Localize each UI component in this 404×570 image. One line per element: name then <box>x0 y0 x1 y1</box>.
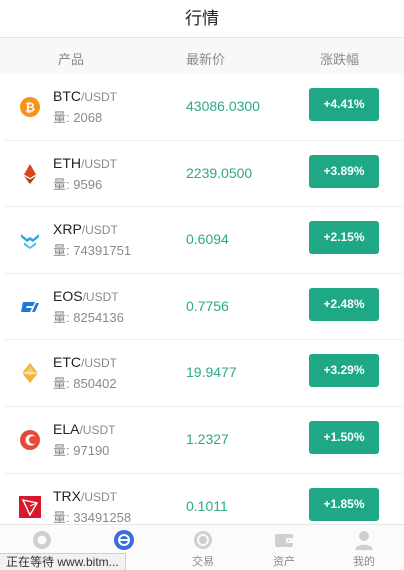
last-price: 2239.0500 <box>186 164 253 181</box>
home-icon <box>33 531 51 549</box>
column-header: 产品 最新价 涨跌幅 <box>0 38 404 74</box>
tab-assets[interactable]: 资产 <box>244 525 324 570</box>
last-price: 0.1011 <box>186 497 228 514</box>
btc-icon: ₿ <box>18 95 42 119</box>
tab-market[interactable] <box>84 525 164 570</box>
change-badge[interactable]: +3.89% <box>309 154 379 188</box>
pair-name: ETH/USDT <box>53 155 117 171</box>
pair-name: ETC/USDT <box>53 354 117 370</box>
quote-symbol: /USDT <box>81 223 118 238</box>
browser-status-bar: 正在等待 www.bitm... <box>0 553 126 570</box>
volume-value: 8254136 <box>73 309 124 325</box>
volume-label: 量: <box>53 509 70 524</box>
market-row[interactable]: EOS/USDT 量: 8254136 0.7756 +2.48% <box>4 273 404 341</box>
market-list[interactable]: ₿ BTC/USDT 量: 2068 43086.0300 +4.41% ETH… <box>4 74 404 524</box>
volume-label: 量: <box>53 376 70 392</box>
xrp-icon <box>18 228 42 252</box>
trx-icon <box>18 495 42 519</box>
tab-label: 交易 <box>192 556 214 568</box>
column-price: 最新价 <box>186 52 226 67</box>
change-badge[interactable]: +1.50% <box>309 420 379 454</box>
volume: 量: 850402 <box>53 373 117 392</box>
base-symbol: BTC <box>53 88 81 104</box>
volume-label: 量: <box>53 243 70 259</box>
tab-trade[interactable]: 交易 <box>163 525 243 570</box>
market-icon <box>114 530 134 550</box>
volume: 量: 9596 <box>53 174 102 193</box>
volume-value: 97190 <box>73 442 110 458</box>
volume: 量: 74391751 <box>53 240 131 259</box>
market-row[interactable]: TRX/USDT 量: 33491258 0.1011 +1.85% <box>4 473 404 524</box>
quote-symbol: /USDT <box>81 489 117 504</box>
column-product: 产品 <box>58 52 85 67</box>
quote-symbol: /USDT <box>81 356 117 371</box>
market-row[interactable]: ETH/USDT 量: 9596 2239.0500 +3.89% <box>4 140 404 208</box>
change-badge[interactable]: +3.29% <box>309 354 379 388</box>
market-row[interactable]: ETC/USDT 量: 850402 19.9477 +3.29% <box>4 340 404 407</box>
last-price: 0.7756 <box>186 297 229 314</box>
base-symbol: ETH <box>53 154 81 171</box>
last-price: 19.9477 <box>186 364 237 381</box>
quote-symbol: /USDT <box>81 156 117 171</box>
tab-mine[interactable]: 我的 <box>324 525 404 570</box>
wallet-icon <box>275 534 293 547</box>
base-symbol: TRX <box>53 487 81 504</box>
volume-value: 9596 <box>73 176 103 192</box>
base-symbol: EOS <box>53 287 83 304</box>
page-header: 行情 <box>0 0 404 38</box>
change-badge[interactable]: +4.41% <box>309 88 379 121</box>
quote-symbol: /USDT <box>79 422 116 437</box>
volume-value: 74391751 <box>73 243 132 259</box>
volume-label: 量: <box>53 309 70 325</box>
volume-value: 850402 <box>73 376 117 392</box>
etc-icon <box>18 361 42 385</box>
base-symbol: XRP <box>53 221 82 238</box>
volume-value: 33491258 <box>73 509 132 524</box>
market-row[interactable]: ELA/USDT 量: 97190 1.2327 +1.50% <box>4 406 404 474</box>
tab-label: 资产 <box>273 556 295 568</box>
eth-icon <box>18 162 42 186</box>
column-change: 涨跌幅 <box>320 52 360 67</box>
volume: 量: 2068 <box>53 107 102 126</box>
user-icon <box>355 531 373 550</box>
change-badge[interactable]: +1.85% <box>309 487 379 521</box>
trade-icon <box>194 531 212 549</box>
change-badge[interactable]: +2.48% <box>309 287 379 321</box>
page-title: 行情 <box>185 9 219 28</box>
change-badge[interactable]: +2.15% <box>309 221 379 255</box>
pair-name: BTC/USDT <box>53 88 117 104</box>
pair-name: EOS/USDT <box>53 288 119 304</box>
volume-label: 量: <box>53 110 70 125</box>
volume: 量: 8254136 <box>53 307 124 326</box>
volume: 量: 33491258 <box>53 507 131 524</box>
bottom-tab-bar: 交易 资产 我的 <box>0 524 404 570</box>
last-price: 0.6094 <box>186 231 229 248</box>
base-symbol: ETC <box>53 354 81 371</box>
tab-label: 我的 <box>353 556 375 568</box>
volume-value: 2068 <box>73 110 103 125</box>
last-price: 1.2327 <box>186 430 229 447</box>
pair-name: ELA/USDT <box>53 421 115 437</box>
market-row[interactable]: XRP/USDT 量: 74391751 0.6094 +2.15% <box>4 207 404 274</box>
tab-home[interactable] <box>2 525 82 570</box>
quote-symbol: /USDT <box>81 90 117 104</box>
base-symbol: ELA <box>53 420 80 437</box>
volume-label: 量: <box>53 442 70 458</box>
svg-text:₿: ₿ <box>25 101 35 115</box>
pair-name: XRP/USDT <box>53 221 118 237</box>
market-row[interactable]: ₿ BTC/USDT 量: 2068 43086.0300 +4.41% <box>4 74 404 141</box>
pair-name: TRX/USDT <box>53 488 117 504</box>
ela-icon <box>18 428 42 452</box>
eos-icon <box>18 295 42 319</box>
volume: 量: 97190 <box>53 440 109 459</box>
quote-symbol: /USDT <box>82 289 119 304</box>
volume-label: 量: <box>53 176 70 192</box>
last-price: 43086.0300 <box>186 98 260 114</box>
